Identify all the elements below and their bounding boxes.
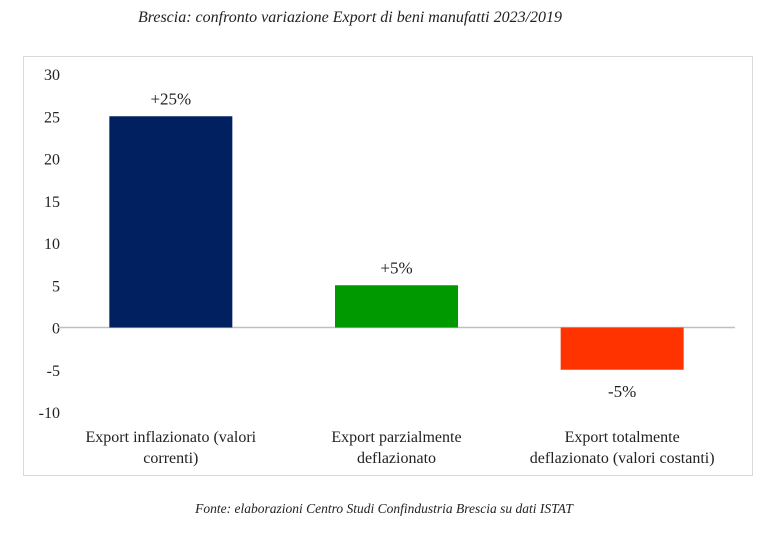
y-tick-label: -10 xyxy=(39,405,60,422)
y-tick-label: 10 xyxy=(44,236,60,253)
x-category-label: deflazionato xyxy=(357,450,436,467)
y-tick-label: 5 xyxy=(52,278,60,295)
data-label: +25% xyxy=(150,89,191,108)
y-tick-label: 20 xyxy=(44,152,60,169)
x-category-label: deflazionato (valori costanti) xyxy=(530,450,715,467)
y-tick-label: 15 xyxy=(44,194,60,211)
y-tick-label: 25 xyxy=(44,109,60,126)
y-tick-label: 0 xyxy=(52,321,60,338)
x-category-label: Export totalmente xyxy=(565,429,680,446)
bar xyxy=(109,116,233,328)
x-category-label: Export inflazionato (valori xyxy=(86,429,257,446)
source-note: Fonte: elaborazioni Centro Studi Confind… xyxy=(195,501,573,516)
y-tick-label: -5 xyxy=(47,363,60,380)
chart-frame xyxy=(23,56,753,476)
y-tick-label: 30 xyxy=(44,67,60,84)
x-category-label: Export parzialmente xyxy=(331,429,461,446)
bar xyxy=(560,327,684,370)
bar xyxy=(335,285,458,328)
data-label: +5% xyxy=(380,258,412,277)
x-category-label: correnti) xyxy=(143,450,198,467)
chart-title: Brescia: confronto variazione Export di … xyxy=(137,9,563,26)
data-label: -5% xyxy=(608,382,636,401)
